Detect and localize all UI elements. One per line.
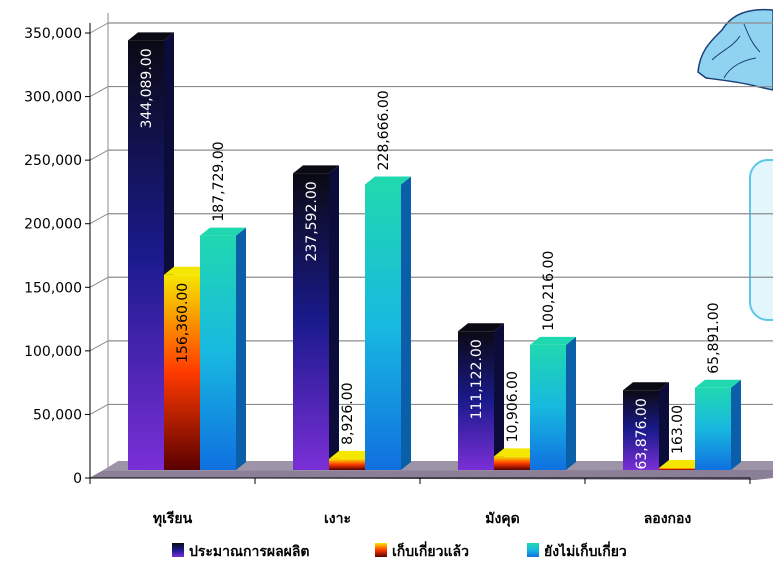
data-label: 63,876.00	[634, 398, 650, 469]
bar-front	[293, 173, 329, 470]
y-tick-label: 150,000	[24, 280, 82, 296]
gridline-diagonal	[89, 86, 109, 98]
bar-top	[530, 336, 576, 345]
data-label: 237,592.00	[304, 181, 320, 261]
bar-top	[329, 450, 375, 459]
data-label: 111,122.00	[469, 339, 485, 419]
bar-side	[731, 379, 741, 470]
bar-front	[659, 468, 695, 470]
province-map-icon	[697, 8, 773, 91]
bar-front	[164, 274, 200, 470]
callout-box	[749, 159, 773, 321]
bar-2	[200, 227, 246, 470]
legend-swatch	[527, 543, 539, 557]
bar-top	[659, 460, 705, 468]
data-labels: 344,089.00 156,360.00 187,729.00 237,592.00…	[139, 48, 722, 469]
bar-side	[659, 382, 669, 470]
bar-front	[200, 235, 236, 470]
bar-front	[365, 184, 401, 470]
bar-top	[128, 32, 174, 41]
bar-top	[695, 379, 741, 388]
data-label: 163.00	[670, 405, 686, 454]
bar-2	[365, 176, 411, 470]
data-label: 8,926.00	[340, 383, 356, 445]
bar-side	[566, 336, 576, 470]
y-tick-label: 300,000	[24, 90, 82, 106]
bar-top	[164, 266, 210, 275]
data-label: 228,666.00	[376, 90, 392, 170]
chart-floor	[90, 468, 773, 480]
legend-label: เก็บเกี่ยวแล้ว	[392, 541, 469, 560]
bar-front	[128, 40, 164, 470]
plot-area	[89, 13, 773, 480]
bar-top	[293, 165, 339, 174]
data-label: 344,089.00	[139, 48, 155, 128]
bar-2	[695, 379, 741, 470]
y-tick-label: 350,000	[24, 26, 82, 42]
bar-top	[200, 227, 246, 236]
bar-0	[458, 323, 504, 470]
legend-swatch	[172, 543, 184, 557]
data-label: 65,891.00	[706, 302, 722, 373]
gridline-diagonal	[89, 276, 109, 288]
gridline-diagonal	[89, 340, 109, 352]
x-tick-label: เงาะ	[324, 511, 351, 527]
y-tick-label: 0	[73, 471, 82, 487]
chart-floor-top	[102, 461, 773, 471]
bar-top	[365, 176, 411, 185]
bar-front	[329, 458, 365, 470]
bar-0	[293, 165, 339, 470]
bar-side	[494, 323, 504, 470]
bar-top	[623, 382, 669, 391]
bar-top	[494, 448, 540, 457]
bar-0	[128, 32, 174, 470]
data-label: 10,906.00	[505, 371, 521, 442]
x-tick-label: ลองกอง	[644, 511, 692, 527]
gridline-diagonal	[89, 403, 109, 415]
legend-swatch	[375, 543, 387, 557]
data-label: 156,360.00	[175, 283, 191, 363]
data-label: 187,729.00	[211, 141, 227, 221]
y-tick-label: 50,000	[33, 407, 82, 423]
axes: 0 50,000 100,000 150,000 200,000 250,000 300,0…	[24, 23, 751, 527]
bar-front	[530, 344, 566, 470]
legend-label: ประมาณการผลผลิต	[189, 544, 310, 560]
map-district-line	[711, 23, 761, 79]
bar-front	[695, 387, 731, 470]
bar-side	[236, 227, 246, 470]
gridline-diagonal	[89, 22, 109, 34]
legend: ประมาณการผลผลิต เก็บเกี่ยวแล้ว ยังไม่เก็บเ…	[172, 541, 627, 560]
bar-2	[530, 336, 576, 470]
bar-front	[623, 390, 659, 470]
decorations	[697, 8, 773, 321]
gridline-diagonal	[89, 149, 109, 161]
y-tick-label: 100,000	[24, 344, 82, 360]
bar-front	[494, 456, 530, 470]
bar-side	[329, 165, 339, 470]
x-tick-label: มังคุด	[485, 511, 520, 527]
data-label: 100,216.00	[541, 251, 557, 331]
y-tick-label: 200,000	[24, 217, 82, 233]
bar-front	[458, 331, 494, 470]
bar-top	[458, 323, 504, 332]
legend-label: ยังไม่เก็บเกี่ยว	[544, 541, 627, 560]
x-tick-label: ทุเรียน	[153, 511, 193, 527]
gridline-diagonal	[89, 213, 109, 225]
bar-0	[623, 382, 669, 470]
bar-side	[401, 176, 411, 470]
y-tick-label: 250,000	[24, 153, 82, 169]
